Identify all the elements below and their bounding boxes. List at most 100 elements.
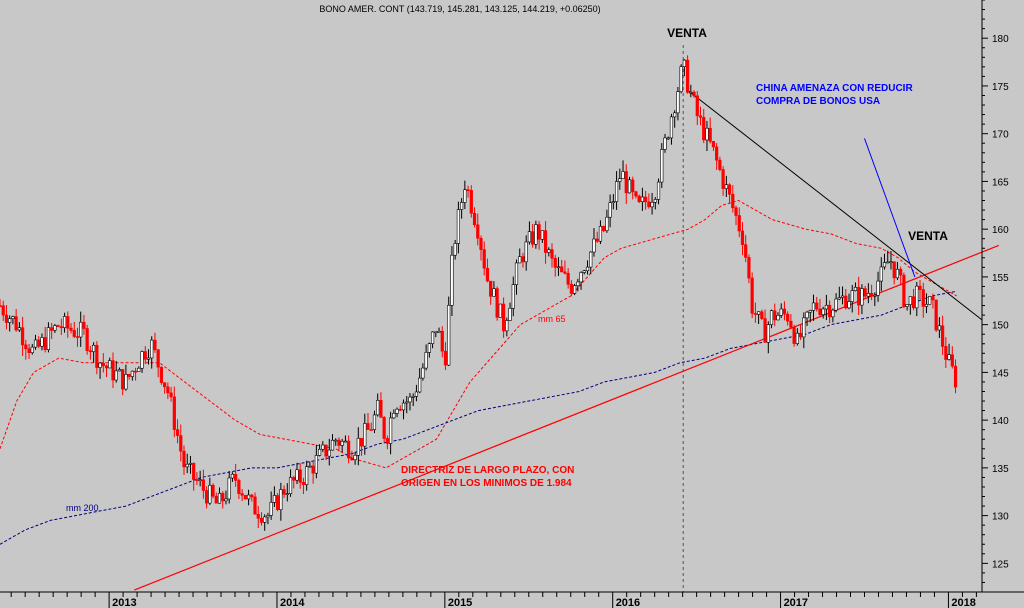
candle-body <box>795 332 799 344</box>
candle-body <box>773 310 777 321</box>
candle-body <box>698 115 703 118</box>
candle-body <box>634 191 638 197</box>
candle-body <box>69 327 73 331</box>
candle-body <box>931 296 935 301</box>
candle-body <box>650 202 654 208</box>
candle-body <box>466 189 470 192</box>
candle-body <box>879 266 883 282</box>
candle-body <box>450 254 454 306</box>
candle-body <box>689 91 693 94</box>
x-tick-label: 2018 <box>951 597 975 608</box>
candle-body <box>121 369 125 390</box>
candle-body <box>288 477 293 494</box>
candle-body <box>737 215 741 232</box>
candle-body <box>711 141 716 148</box>
candle-body <box>576 281 580 287</box>
candle-body <box>918 285 922 290</box>
candle-body <box>111 360 115 381</box>
candle-body <box>492 288 496 297</box>
candle-body <box>98 362 102 368</box>
candle-body <box>263 516 267 523</box>
candle-body <box>647 201 651 208</box>
candle-body <box>805 311 809 319</box>
y-tick-label: 175 <box>992 82 1009 93</box>
candle-body <box>133 370 138 373</box>
candle-body <box>56 325 60 327</box>
candle-body <box>0 305 2 307</box>
candle-body <box>740 230 745 245</box>
candle-body <box>663 137 667 150</box>
candle-body <box>815 302 819 310</box>
candle-body <box>395 408 399 414</box>
candle-body <box>50 327 54 331</box>
candle-body <box>363 423 367 447</box>
candle-body <box>350 457 354 461</box>
candle-body <box>405 401 409 404</box>
candle-body <box>434 331 438 334</box>
candle-body <box>479 237 483 250</box>
candle-body <box>469 190 473 214</box>
candle-body <box>163 382 167 388</box>
candle-body <box>192 462 196 480</box>
candle-body <box>234 473 238 481</box>
candle-body <box>456 209 460 244</box>
candle-body <box>685 59 690 93</box>
candle-body <box>243 494 247 500</box>
candle-body <box>440 330 444 352</box>
candle-body <box>821 308 825 315</box>
chart-title: BONO AMER. CONT (143.719, 145.281, 143.1… <box>319 4 600 14</box>
candle-body <box>944 346 948 360</box>
candle-body <box>424 352 428 369</box>
candle-body <box>340 441 344 446</box>
candle-body <box>553 257 557 268</box>
candle-body <box>79 321 83 338</box>
candle-body <box>518 256 522 264</box>
candle-body <box>337 439 341 446</box>
candle-body <box>747 257 751 279</box>
candle-body <box>463 189 467 203</box>
candle-body <box>279 489 283 510</box>
candle-body <box>692 91 696 97</box>
candle-body <box>715 146 719 161</box>
y-tick-label: 170 <box>992 130 1009 141</box>
candle-body <box>724 184 728 189</box>
ma200-label: mm 200 <box>66 503 99 513</box>
moving-averages-layer <box>0 199 958 545</box>
candle-body <box>156 349 160 368</box>
ma65-line <box>0 199 958 469</box>
candle-body <box>150 339 154 359</box>
candle-body <box>8 318 12 323</box>
candle-body <box>14 316 18 331</box>
candle-body <box>621 171 625 179</box>
candle-body <box>721 169 725 189</box>
candle-body <box>847 301 851 309</box>
candle-body <box>666 137 670 140</box>
candle-body <box>882 262 887 268</box>
candle-body <box>153 339 157 351</box>
candle-body <box>540 230 544 240</box>
candle-body <box>669 116 674 139</box>
candle-body <box>272 495 276 503</box>
candle-body <box>908 296 912 305</box>
candle-body <box>179 435 183 452</box>
candle-body <box>676 91 680 114</box>
candles-layer <box>0 55 958 531</box>
candle-body <box>314 455 318 474</box>
candle-body <box>66 316 70 329</box>
candle-body <box>198 479 202 482</box>
candle-body <box>679 66 683 92</box>
candle-body <box>108 360 112 369</box>
candle-body <box>744 244 748 258</box>
y-tick-label: 135 <box>992 464 1009 475</box>
candle-body <box>708 127 712 142</box>
candle-body <box>828 304 832 318</box>
annotation-directriz-line2: ORIGEN EN LOS MINIMOS DE 1.984 <box>401 478 572 489</box>
candle-body <box>763 318 767 343</box>
y-tick-label: 160 <box>992 225 1009 236</box>
candle-body <box>311 465 315 474</box>
candle-body <box>75 336 80 338</box>
candle-body <box>33 339 38 348</box>
candle-body <box>85 328 89 351</box>
candle-body <box>511 284 515 309</box>
